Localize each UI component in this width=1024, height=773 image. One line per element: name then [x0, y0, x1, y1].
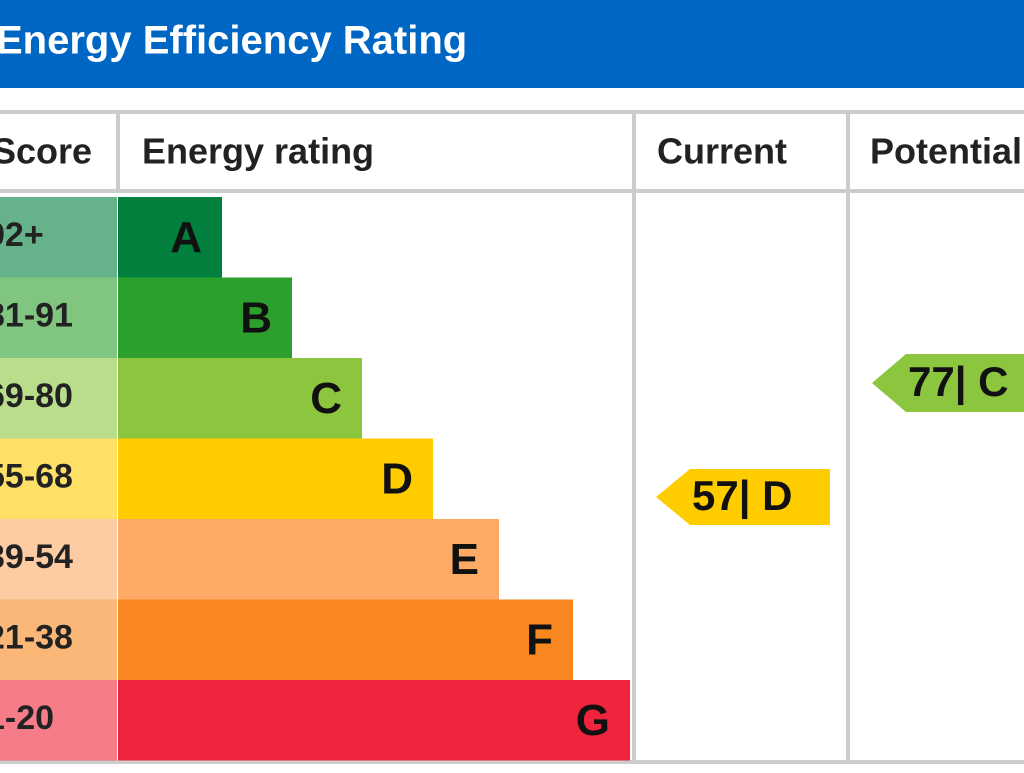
- table-border: [0, 110, 1024, 764]
- column-header: Current: [657, 131, 787, 172]
- score: 21-38: [0, 619, 73, 657]
- rating-letter: C: [310, 374, 342, 423]
- score-cell: [0, 438, 117, 519]
- score: 81-91: [0, 297, 73, 335]
- rating-letter: A: [170, 213, 202, 262]
- score-cell: [0, 680, 117, 761]
- score: 1-20: [0, 699, 54, 737]
- score: 69-80: [0, 377, 73, 415]
- score-cell: [0, 519, 117, 600]
- score: 92+: [0, 216, 44, 254]
- score: 55-68: [0, 458, 73, 496]
- rating-letter: F: [526, 615, 553, 664]
- rating-bar: [118, 680, 630, 761]
- potential-label: 77| C: [908, 358, 1008, 406]
- score-cell: [0, 197, 117, 278]
- current-arrow: [656, 469, 830, 525]
- rating-letter: G: [576, 696, 610, 745]
- rating-letter: E: [450, 535, 479, 584]
- current-label: 57| D: [692, 472, 792, 520]
- potential-arrow: [872, 354, 1024, 412]
- rating-bar: [118, 519, 499, 600]
- rating-bar: [118, 277, 292, 358]
- column-header: Potential: [870, 131, 1022, 172]
- header-bar: [0, 0, 1024, 88]
- column-header: Energy rating: [142, 131, 374, 172]
- rating-letter: D: [381, 454, 413, 503]
- rating-bar: [118, 197, 222, 278]
- rating-bar: [118, 599, 573, 680]
- score: 39-54: [0, 538, 73, 576]
- score-cell: [0, 277, 117, 358]
- column-header: Score: [0, 131, 92, 172]
- rating-bar: [118, 358, 362, 439]
- score-cell: [0, 599, 117, 680]
- rating-bar: [118, 438, 433, 519]
- score-cell: [0, 358, 117, 439]
- header-title: Energy Efficiency Rating: [0, 19, 467, 63]
- rating-letter: B: [240, 293, 272, 342]
